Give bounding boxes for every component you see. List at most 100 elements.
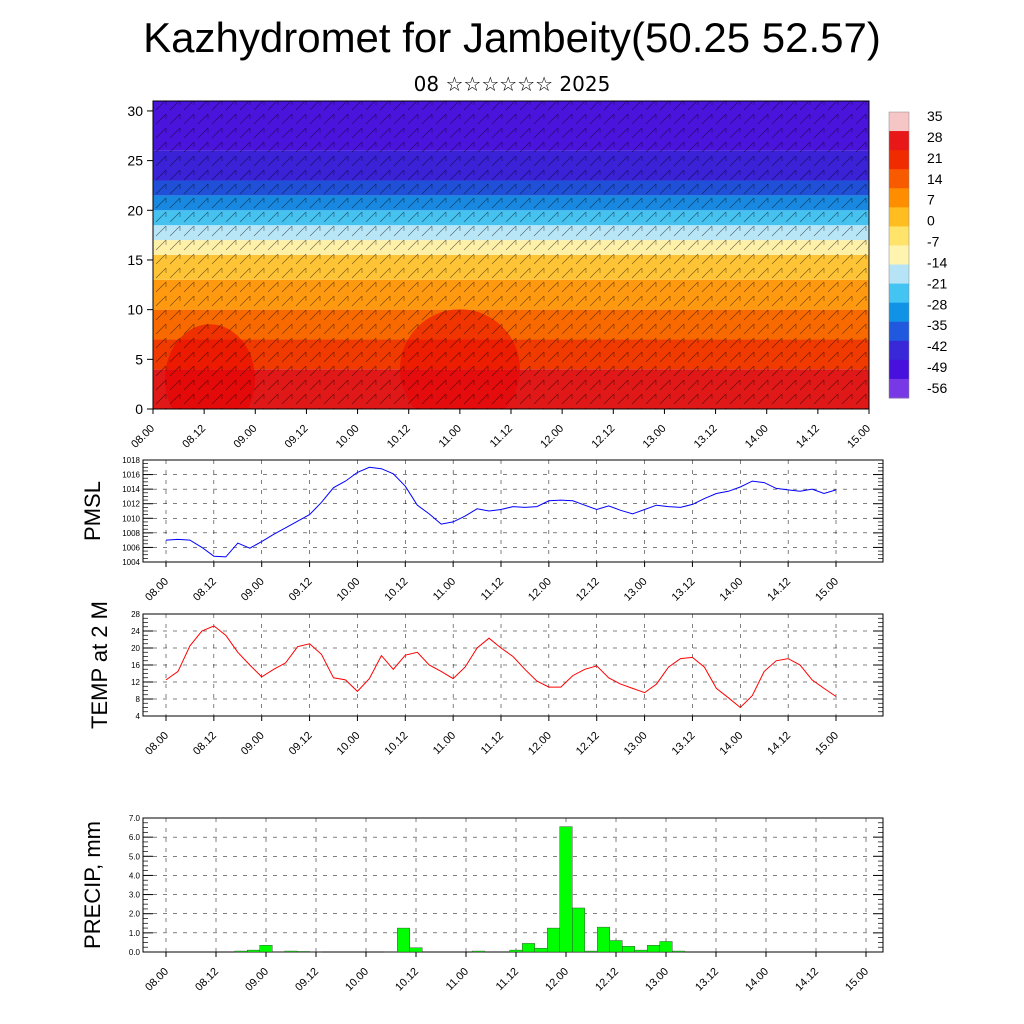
heat-y-tick-label: 25 [127,153,143,169]
colorbar-swatch [889,245,909,266]
precip-x-tick-label: 08.00 [143,966,171,994]
precip-bar [622,946,635,953]
colorbar-label: -49 [927,359,947,375]
temp-x-tick-label: 08.00 [143,730,171,758]
colorbar-swatch [889,131,909,151]
temp-y-tick-label: 28 [131,610,140,619]
colorbar-label: -35 [927,317,947,333]
heat-x-tick-label: 11.00 [437,423,464,450]
colorbar-swatch [889,302,909,323]
pmsl-x-tick-label: 15.00 [813,576,841,604]
temp-x-tick-label: 13.00 [622,730,650,758]
colorbar-swatch [889,112,909,132]
precip-x-tick-label: 13.00 [643,966,671,994]
heat-x-tick-label: 10.12 [385,423,413,451]
precip-bar [247,949,260,953]
colorbar-swatch [889,169,909,189]
precip-bar [472,950,485,953]
precip-x-tick-label: 09.00 [243,966,271,994]
colorbar-swatch [889,207,909,227]
precip-x-tick-label: 14.00 [743,966,771,994]
heat-x-tick-label: 08.12 [180,423,208,451]
colorbar-swatch [889,321,909,342]
colorbar-swatch [889,283,909,304]
pmsl-y-tick-label: 1014 [122,485,140,494]
precip-bar [297,951,310,953]
colorbar-swatch [889,150,909,170]
heat-y-tick-label: 0 [135,401,143,417]
pmsl-x-tick-label: 12.12 [574,576,602,604]
precip-x-tick-label: 11.12 [494,966,521,993]
pmsl-series-line [165,466,837,558]
heat-x-tick-label: 13.12 [692,423,720,451]
heat-x-tick-label: 14.00 [743,423,771,451]
temp-y-tick-label: 12 [131,678,140,687]
precip-y-axis-label: PRECIP, mm [80,821,105,949]
colorbar-frame [888,111,910,399]
temp-y-axis-label: TEMP at 2 M [87,601,112,729]
precip-x-tick-label: 10.12 [393,966,421,994]
pmsl-y-tick-label: 1010 [122,514,140,523]
precip-x-tick-label: 15.00 [843,966,871,994]
precip-bar [522,943,535,953]
heat-x-tick-label: 08.00 [129,423,157,451]
colorbar-swatch [889,359,909,380]
heat-x-tick-label: 12.00 [538,423,566,451]
temp-x-tick-label: 09.12 [287,730,315,758]
temp-y-tick-label: 24 [131,627,140,636]
pmsl-x-tick-label: 08.12 [191,576,219,604]
heatmap-panel: 0 5 10 15 20 25 30 08.00 08.12 09.00 09.12 10.00 10.… [127,100,873,451]
precip-bar [634,949,648,953]
precip-y-tick-label: 0.0 [129,948,141,957]
pmsl-y-tick-label: 1008 [122,529,140,538]
pmsl-x-tick-label: 11.00 [431,576,458,603]
temp-x-tick-label: 10.12 [382,730,410,758]
temp-panel: 4 8 12 16 20 24 28 08.00 08.12 09.00 09.12 10.00 10.… [87,601,884,758]
precip-bar [397,927,410,953]
heat-x-tick-label: 10.00 [334,423,362,451]
precip-bar [509,949,523,953]
pmsl-x-tick-label: 10.00 [335,576,363,604]
precip-bar [559,826,573,953]
pmsl-y-axis-label: PMSL [80,481,105,541]
pmsl-x-tick-label: 11.12 [479,576,506,603]
precip-bar [409,947,423,953]
pmsl-x-tick-label: 14.00 [717,576,745,604]
precip-y-tick-label: 5.0 [129,852,141,861]
colorbar-label: -21 [927,275,947,291]
pmsl-y-tick-label: 1016 [122,471,140,480]
precip-x-tick-label: 09.12 [293,966,321,994]
precip-bar [234,950,248,953]
temp-x-tick-label: 11.00 [431,730,458,757]
pmsl-frame [142,459,884,563]
colorbar-label: -14 [927,254,947,270]
precip-y-tick-label: 6.0 [129,833,141,842]
temp-y-tick-label: 16 [131,661,140,670]
precip-bar [534,947,548,953]
pmsl-y-tick-label: 1012 [122,500,140,509]
temp-x-tick-label: 12.00 [526,730,554,758]
heat-x-tick-label: 09.12 [283,423,311,451]
temp-x-tick-label: 15.00 [813,730,841,758]
heat-y-tick-label: 5 [135,351,143,367]
precip-panel: 0.0 1.0 2.0 3.0 4.0 5.0 6.0 7.0 08.00 08.12 09.00 0… [80,814,884,994]
wind-barbs [153,101,869,409]
precip-bar [547,927,560,953]
colorbar-label: 0 [927,213,935,229]
pmsl-y-tick-label: 1004 [122,558,140,567]
temp-y-tick-label: 8 [136,695,141,704]
heat-x-tick-label: 09.00 [231,423,259,451]
precip-x-tick-label: 10.00 [343,966,371,994]
colorbar-label: -7 [927,234,940,250]
temp-x-tick-label: 08.12 [191,730,219,758]
precip-bar [659,941,673,953]
heat-y-tick-label: 15 [127,252,143,268]
pmsl-x-tick-label: 09.12 [287,576,315,604]
precip-bar [572,907,585,953]
colorbar-label: -56 [927,380,947,396]
colorbar-label: -28 [927,296,947,312]
pmsl-x-tick-label: 13.00 [622,576,650,604]
colorbar-label: 21 [927,150,943,166]
precip-y-tick-label: 2.0 [129,910,141,919]
